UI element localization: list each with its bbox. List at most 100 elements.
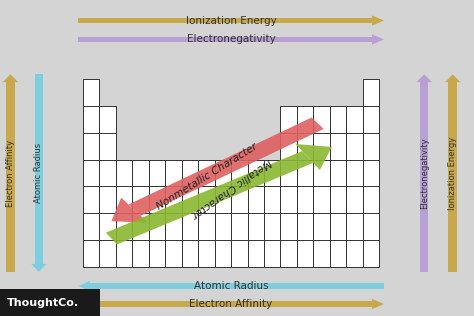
Bar <box>264 160 281 186</box>
Bar <box>297 240 313 267</box>
Bar <box>363 240 379 267</box>
Bar <box>247 186 264 213</box>
Bar <box>83 106 100 133</box>
Bar <box>231 186 247 213</box>
Bar <box>297 106 313 133</box>
Bar <box>346 240 363 267</box>
Bar <box>297 133 313 160</box>
Text: Ionization Energy: Ionization Energy <box>186 15 276 26</box>
Bar <box>281 160 297 186</box>
Bar <box>231 240 247 267</box>
Bar <box>198 186 215 213</box>
Polygon shape <box>78 301 372 307</box>
Bar <box>149 213 165 240</box>
Polygon shape <box>90 283 384 289</box>
Bar <box>231 213 247 240</box>
Bar <box>132 160 149 186</box>
Text: Electronegativity: Electronegativity <box>187 34 275 45</box>
Bar <box>132 240 149 267</box>
Text: Ionization Energy: Ionization Energy <box>448 137 457 210</box>
Bar <box>247 160 264 186</box>
Bar <box>165 240 182 267</box>
Bar <box>313 160 330 186</box>
Bar <box>363 160 379 186</box>
Bar <box>281 186 297 213</box>
Bar <box>132 213 149 240</box>
Polygon shape <box>78 281 90 291</box>
Bar <box>149 186 165 213</box>
Bar <box>281 213 297 240</box>
Bar <box>165 213 182 240</box>
Bar <box>116 213 132 240</box>
Bar <box>182 240 198 267</box>
Polygon shape <box>417 74 432 82</box>
Polygon shape <box>78 37 372 42</box>
Bar <box>313 133 330 160</box>
Text: Electron Affinity: Electron Affinity <box>190 299 273 309</box>
Bar <box>149 160 165 186</box>
Bar <box>281 240 297 267</box>
Bar <box>297 186 313 213</box>
Bar <box>363 213 379 240</box>
Bar <box>100 240 116 267</box>
Bar <box>116 240 132 267</box>
Bar <box>264 240 281 267</box>
Bar <box>346 106 363 133</box>
Polygon shape <box>6 82 15 272</box>
Bar <box>182 186 198 213</box>
Text: Metallic Character: Metallic Character <box>190 156 273 219</box>
Bar <box>83 160 100 186</box>
Polygon shape <box>295 144 332 170</box>
Bar <box>281 106 297 133</box>
Bar <box>313 213 330 240</box>
Polygon shape <box>372 299 384 309</box>
Bar <box>247 213 264 240</box>
Polygon shape <box>3 74 18 82</box>
Bar <box>346 213 363 240</box>
Text: Electron Affinity: Electron Affinity <box>6 139 15 207</box>
Bar <box>198 240 215 267</box>
Bar <box>132 186 149 213</box>
Bar <box>83 133 100 160</box>
Bar <box>363 106 379 133</box>
Bar <box>363 79 379 106</box>
Text: ThoughtCo.: ThoughtCo. <box>7 298 79 308</box>
Bar <box>83 79 100 106</box>
Polygon shape <box>111 198 148 223</box>
Bar <box>116 186 132 213</box>
Bar <box>83 213 100 240</box>
Bar <box>363 186 379 213</box>
Bar <box>83 186 100 213</box>
Bar <box>264 186 281 213</box>
Polygon shape <box>445 74 460 82</box>
Bar <box>330 160 346 186</box>
Polygon shape <box>106 151 313 245</box>
Bar <box>346 133 363 160</box>
Bar <box>165 186 182 213</box>
Bar <box>313 106 330 133</box>
Bar <box>313 186 330 213</box>
Bar <box>0 289 100 316</box>
Polygon shape <box>31 264 46 272</box>
Bar <box>100 186 116 213</box>
Bar <box>149 240 165 267</box>
Bar <box>231 160 247 186</box>
Bar <box>247 240 264 267</box>
Bar <box>313 240 330 267</box>
Bar <box>198 160 215 186</box>
Text: Nonmetallic Character: Nonmetallic Character <box>155 142 259 212</box>
Bar <box>330 106 346 133</box>
Bar <box>330 186 346 213</box>
Bar <box>363 133 379 160</box>
Text: Atomic Radius: Atomic Radius <box>35 143 43 203</box>
Bar <box>264 213 281 240</box>
Bar <box>297 160 313 186</box>
Bar <box>330 133 346 160</box>
Bar <box>100 160 116 186</box>
Text: Electronegativity: Electronegativity <box>420 137 428 209</box>
Bar <box>116 160 132 186</box>
Polygon shape <box>372 34 384 45</box>
Polygon shape <box>78 18 372 23</box>
Bar <box>297 213 313 240</box>
Bar <box>281 133 297 160</box>
